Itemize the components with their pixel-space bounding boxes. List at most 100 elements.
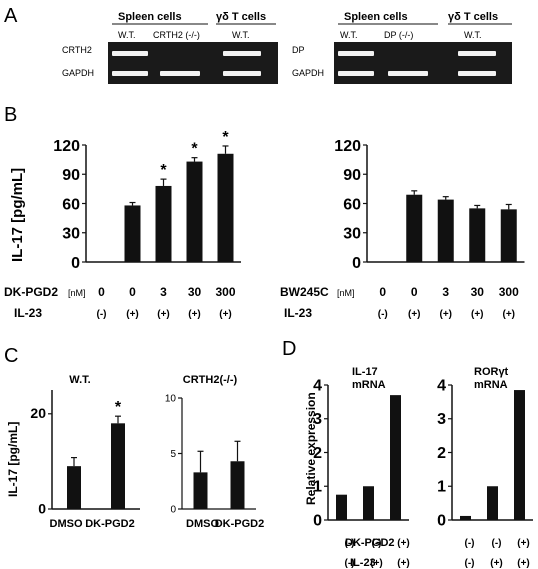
il23-status: (+)	[440, 309, 453, 320]
y-tick-label: 0	[437, 512, 446, 529]
bar	[500, 209, 517, 262]
gel-left-col3: W.T.	[232, 30, 250, 40]
y-tick-label: 90	[343, 167, 361, 184]
il23-status: (+)	[408, 309, 421, 320]
x-category-label: 0	[411, 285, 418, 299]
y-tick-label: 2	[437, 445, 446, 462]
y-tick-label: 0	[71, 255, 80, 272]
gel-right-row2: GAPDH	[292, 68, 324, 78]
y-tick-label: 0	[352, 255, 361, 272]
il23-status: (-)	[97, 309, 107, 320]
x-category-label: 30	[188, 285, 202, 299]
y-tick-label: 0	[313, 512, 322, 529]
y-axis-label: Relative expression	[304, 392, 318, 505]
dkpgd2-status: (+)	[517, 538, 530, 549]
y-tick-label: 2	[313, 445, 322, 462]
gel-left-header-spleen: Spleen cells	[118, 11, 182, 23]
gel-left-band	[223, 51, 261, 56]
bar	[67, 466, 81, 509]
y-tick-label: 20	[30, 405, 46, 421]
gel-right-header-gd: γδ T cells	[448, 11, 498, 23]
gel-right-image	[334, 42, 512, 84]
il23-label: IL-23	[14, 306, 42, 320]
chart-c-left: IL-17 [pg/mL] W.T. 0 20 * DMSO DK-PGD2	[6, 374, 140, 530]
gel-right-col3: W.T.	[464, 30, 482, 40]
significance-star: *	[115, 399, 122, 416]
x-category-label: DK-PGD2	[215, 518, 265, 530]
il23-status: (-)	[345, 558, 355, 569]
chart-title: mRNA	[474, 379, 508, 391]
treatment-label: BW245C	[280, 285, 329, 299]
bar	[406, 194, 423, 262]
significance-star: *	[222, 129, 229, 146]
x-category-label: 300	[499, 285, 519, 299]
bar	[487, 486, 498, 520]
y-tick-label: 5	[170, 449, 176, 460]
bar	[193, 472, 208, 509]
gel-left-image	[108, 42, 278, 84]
bar	[460, 515, 471, 520]
chart-title: RORγt	[474, 366, 509, 378]
y-tick-label: 4	[313, 377, 322, 394]
gel-right-band	[458, 51, 496, 56]
bar	[469, 208, 486, 262]
gel-right-band	[338, 51, 374, 56]
gel-right-header-spleen: Spleen cells	[344, 11, 408, 23]
dkpgd2-status: (-)	[465, 538, 475, 549]
chart-title: W.T.	[69, 374, 90, 386]
y-tick-label: 60	[62, 196, 80, 213]
y-tick-label: 4	[437, 377, 446, 394]
gel-left-band	[160, 71, 200, 76]
y-tick-label: 120	[53, 138, 80, 155]
y-tick-label: 30	[62, 226, 80, 243]
y-tick-label: 120	[334, 138, 361, 155]
chart-b-left: IL-17 [pg/mL] DK-PGD2 [nM] IL-23 0306090…	[4, 129, 241, 320]
gel-right-col2: DP (-/-)	[384, 30, 413, 40]
y-tick-label: 10	[165, 394, 177, 405]
panel-letter-d: D	[282, 338, 296, 360]
y-axis-label: IL-17 [pg/mL]	[9, 168, 26, 262]
il23-label: IL-23	[284, 306, 312, 320]
gel-left-row2: GAPDH	[62, 68, 94, 78]
il23-status: (-)	[378, 309, 388, 320]
panel-letter-a: A	[4, 5, 18, 27]
il23-status: (+)	[397, 558, 410, 569]
gel-left-row1: CRTH2	[62, 45, 92, 55]
bar	[514, 390, 525, 520]
bar	[336, 494, 347, 520]
il23-status: (+)	[503, 309, 516, 320]
gel-right-row1: DP	[292, 45, 305, 55]
y-tick-label: 1	[437, 479, 446, 496]
chart-b-right: BW245C [nM] IL-23 0 30 60 90 120 0 0 3 30 300 (-) (…	[280, 138, 525, 320]
bar	[217, 153, 234, 262]
il23-label: IL-23	[350, 557, 376, 569]
panel-letter-b: B	[4, 104, 17, 126]
y-tick-label: 1	[313, 479, 322, 496]
y-tick-label: 30	[343, 226, 361, 243]
x-category-label: DK-PGD2	[85, 518, 135, 530]
bar	[111, 423, 125, 509]
y-tick-label: 60	[343, 196, 361, 213]
chart-d-left: Relative expression DK-PGD2 IL-23 0 1 2 3 4 I…	[304, 366, 410, 569]
dkpgd2-label: DK-PGD2	[345, 537, 395, 549]
x-category-label: 3	[160, 285, 167, 299]
chart-title: mRNA	[352, 379, 386, 391]
il23-status: (+)	[490, 558, 503, 569]
il23-status: (+)	[471, 309, 484, 320]
il23-status: (-)	[465, 558, 475, 569]
chart-title: CRTH2(-/-)	[183, 374, 238, 386]
bar	[186, 161, 203, 262]
x-category-label: 0	[129, 285, 136, 299]
y-tick-label: 90	[62, 167, 80, 184]
unit-label: [nM]	[68, 288, 86, 298]
il23-status: (+)	[157, 309, 170, 320]
il23-status: (+)	[219, 309, 232, 320]
bar	[363, 486, 374, 520]
x-category-label: 300	[215, 285, 235, 299]
bar	[155, 185, 172, 262]
y-tick-label: 0	[170, 505, 176, 516]
x-category-label: DMSO	[50, 518, 83, 530]
